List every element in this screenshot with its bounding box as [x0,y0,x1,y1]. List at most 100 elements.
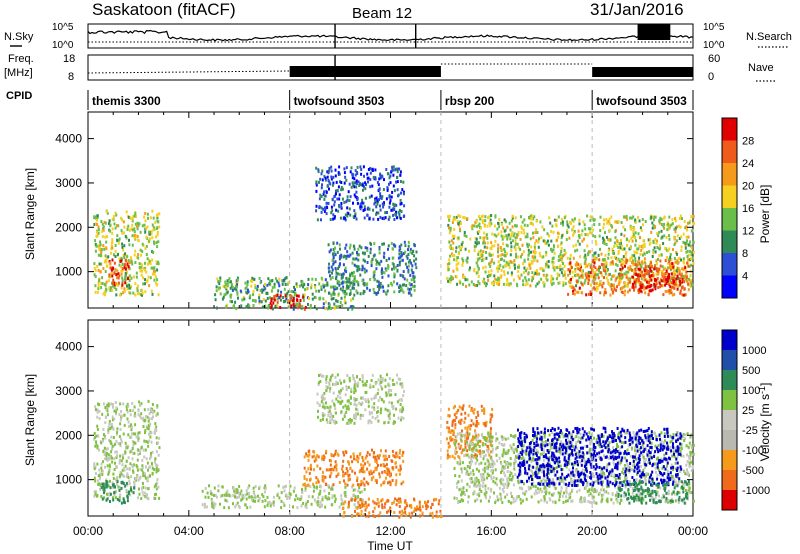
power-cell [322,306,325,310]
velocity-cell [107,453,110,457]
power-cell [410,293,413,297]
station-title: Saskatoon (fitACF) [92,0,236,19]
velocity-cell [375,481,378,485]
velocity-cell [452,406,455,410]
velocity-cell [332,468,335,472]
power-cell [94,290,97,294]
power-cell [376,181,379,184]
velocity-cell [302,501,305,505]
velocity-cell [302,483,305,487]
power-cell [410,261,413,265]
velocity-cell [384,502,387,506]
velocity-cell [360,504,362,508]
power-cell [477,274,480,278]
velocity-cell [440,515,443,518]
power-cell [626,259,629,263]
power-cell [113,283,116,287]
power-cell [374,177,377,181]
velocity-cell [308,471,311,475]
power-cell [111,231,114,235]
velocity-cell [264,487,267,490]
velocity-cell [381,387,384,391]
power-cell [114,244,117,247]
power-cell [127,265,130,269]
velocity-cell [139,450,142,454]
power-cell [561,267,564,271]
power-cell [93,223,96,226]
power-cell [489,224,492,228]
velocity-cell [383,505,386,509]
velocity-cell [106,447,109,451]
velocity-cell [354,505,357,509]
power-cell [402,180,405,184]
power-cell [410,278,413,282]
velocity-cell [424,501,427,505]
velocity-cell [280,506,283,510]
power-cell [341,187,344,191]
velocity-cell [325,375,328,379]
power-cell [517,269,520,273]
power-cell [591,287,594,291]
power-cell [588,262,590,266]
velocity-cell [330,375,332,379]
power-cell [342,272,345,276]
velocity-cell [344,404,347,408]
power-cell [109,266,112,270]
power-cell [468,249,470,253]
power-cell [576,248,579,252]
power-cell [648,272,650,276]
power-cell [637,290,640,294]
velocity-cell [114,490,117,494]
power-cell [603,258,606,261]
velocity-cell [125,408,128,412]
power-cell [340,188,343,192]
power-cell [400,259,403,263]
velocity-cell [272,495,275,499]
power-cell [661,284,664,288]
power-cell [483,241,486,245]
power-cell [587,274,590,278]
power-colorbar-tick: 24 [742,158,754,170]
power-cell [591,279,594,283]
power-cell [633,254,636,258]
power-cell [643,286,646,290]
velocity-cell [323,489,326,493]
power-cell [687,288,690,292]
power-cell [619,272,622,275]
velocity-cell [419,508,422,512]
power-cell [452,218,455,222]
power-cell [137,239,140,243]
power-cell [477,266,480,270]
power-cell [391,190,394,194]
power-cell [128,291,131,295]
velocity-cell [377,419,380,423]
velocity-cell [477,413,480,417]
power-cell [101,276,104,280]
power-cell [357,281,360,285]
velocity-cell [116,475,119,479]
velocity-cell [370,472,373,475]
velocity-cell [227,506,230,510]
velocity-cell [125,481,128,485]
velocity-cell [155,413,158,417]
velocity-cell [116,480,119,484]
velocity-cell [250,495,253,499]
power-cell [643,257,646,261]
velocity-cell [141,464,144,468]
power-cell [670,286,673,290]
velocity-cell [130,486,132,489]
power-cell [624,256,627,260]
power-cell [650,230,653,234]
velocity-cell [126,410,129,414]
power-cell [130,256,132,260]
velocity-cell [334,421,336,425]
velocity-cell [120,481,123,484]
velocity-cell [144,448,147,452]
velocity-cell [379,376,382,380]
power-cell [352,286,355,290]
power-cell [364,259,366,263]
velocity-cell [142,485,145,489]
velocity-cell [333,494,336,498]
power-cell [668,260,671,264]
velocity-cell [108,419,111,423]
